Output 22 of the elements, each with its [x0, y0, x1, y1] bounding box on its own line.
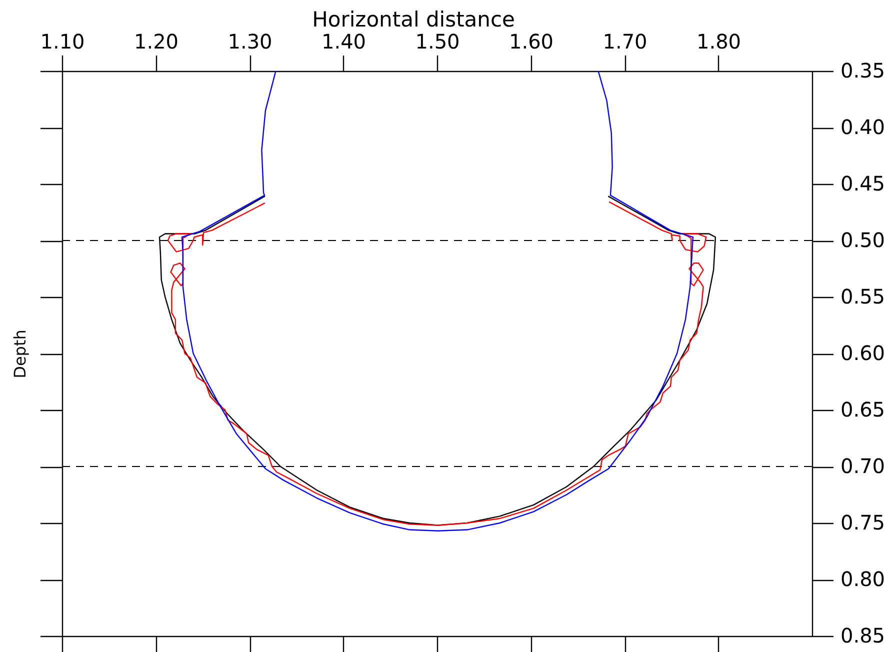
y-tick-label: 0.70 — [840, 454, 886, 478]
y-tick-label: 0.55 — [840, 284, 886, 308]
x-tick-label: 1.50 — [415, 30, 460, 54]
y-tick-label: 0.80 — [840, 567, 886, 591]
x-tick-label: 1.70 — [602, 30, 648, 54]
x-tick-label: 1.10 — [40, 30, 85, 54]
y-tick-label: 0.60 — [840, 341, 886, 365]
y-tick-label: 0.50 — [840, 228, 886, 252]
y-axis-title: Depth — [10, 330, 30, 378]
y-tick-label: 0.40 — [840, 115, 886, 139]
x-tick-label: 1.80 — [696, 30, 742, 54]
x-tick-label: 1.60 — [508, 30, 554, 54]
y-tick-label: 0.75 — [840, 510, 886, 534]
y-tick-label: 0.35 — [840, 58, 886, 82]
x-tick-label: 1.20 — [134, 30, 179, 54]
y-tick-label: 0.85 — [840, 624, 886, 648]
line-series — [181, 71, 694, 532]
x-tick-label: 1.40 — [321, 30, 366, 54]
y-tick-label: 0.45 — [840, 172, 886, 196]
x-tick-label: 1.30 — [228, 30, 272, 54]
y-tick-label: 0.65 — [840, 398, 886, 422]
x-axis-title: Horizontal distance — [312, 8, 515, 32]
